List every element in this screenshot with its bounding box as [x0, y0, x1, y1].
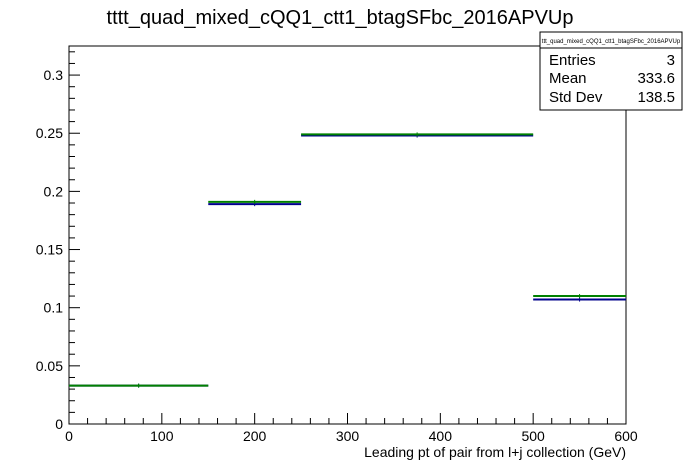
series-1: [69, 132, 626, 388]
data-series: [69, 132, 626, 388]
x-tick-label: 200: [243, 428, 267, 444]
stats-box: ttt_quad_mixed_cQQ1_ctt1_btagSFbc_2016AP…: [539, 31, 683, 111]
series-0: [69, 133, 626, 388]
stats-mean-label: Mean: [549, 70, 587, 87]
stats-box-frame: [539, 31, 683, 111]
y-tick-label: 0: [55, 416, 63, 432]
x-axis-label: Leading pt of pair from l+j collection (…: [364, 444, 626, 460]
y-tick-label: 0.2: [44, 183, 64, 199]
y-tick-label: 0.25: [36, 125, 63, 141]
y-tick-label: 0.05: [36, 358, 63, 374]
y-tick-label: 0.15: [36, 242, 63, 258]
stats-entries-value: 3: [667, 52, 675, 69]
x-tick-label: 500: [521, 428, 545, 444]
y-tick-labels: 0 0.05 0.1 0.15 0.2 0.25 0.3: [36, 67, 63, 432]
stats-stddev-label: Std Dev: [549, 89, 603, 106]
x-tick-label: 100: [150, 428, 174, 444]
stats-stddev-value: 138.5: [637, 89, 675, 106]
x-tick-label: 300: [336, 428, 360, 444]
x-tick-label: 400: [429, 428, 453, 444]
x-tick-label: 600: [614, 428, 638, 444]
y-tick-label: 0.3: [44, 67, 64, 83]
chart-title: tttt_quad_mixed_cQQ1_ctt1_btagSFbc_2016A…: [107, 7, 574, 29]
stats-entries-label: Entries: [549, 52, 596, 69]
y-tick-label: 0.1: [44, 300, 64, 316]
stats-box-name: ttt_quad_mixed_cQQ1_ctt1_btagSFbc_2016AP…: [542, 39, 681, 45]
stats-mean-value: 333.6: [637, 70, 675, 87]
x-tick-label: 0: [65, 428, 73, 444]
axis-ticks: [68, 51, 627, 425]
x-tick-labels: 0 100 200 300 400 500 600: [65, 428, 638, 444]
